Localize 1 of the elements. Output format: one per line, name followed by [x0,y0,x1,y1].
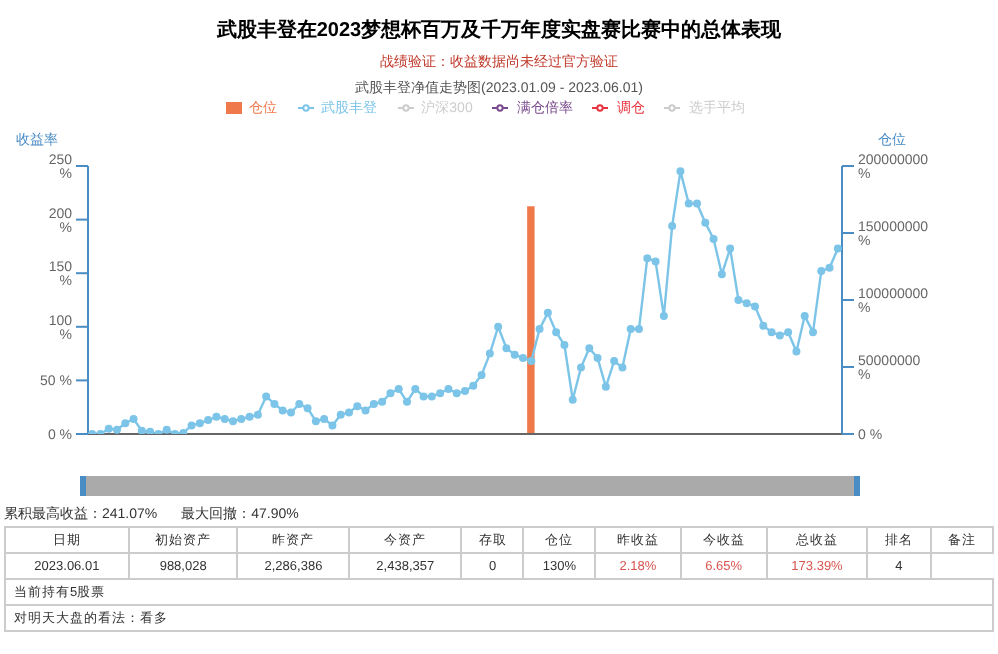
chart-title: 武股丰登在2023梦想杯百万及千万年度实盘赛比赛中的总体表现 [214,16,784,44]
